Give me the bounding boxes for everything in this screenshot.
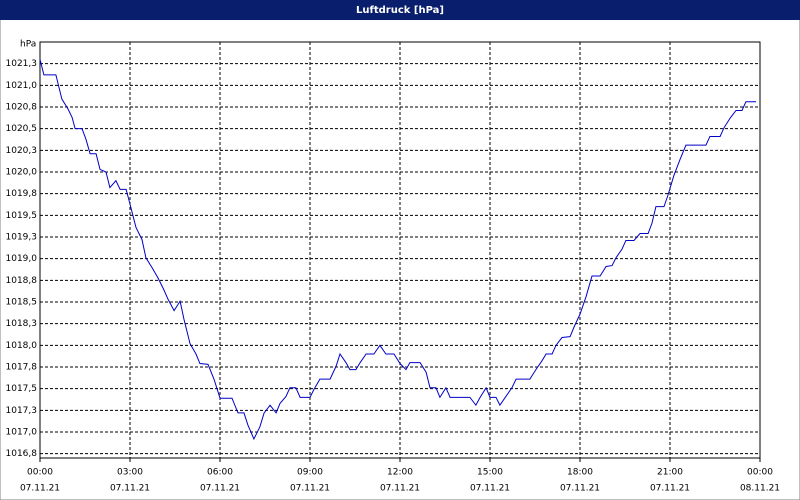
x-tick-date: 07.11.21 — [650, 484, 690, 494]
y-tick-label: 1018,5 — [6, 298, 38, 308]
y-tick-label: 1016,8 — [6, 449, 38, 459]
y-tick-label: 1017,3 — [6, 406, 38, 416]
x-tick-date: 07.11.21 — [380, 484, 420, 494]
x-tick-label: 00:00 — [27, 468, 53, 478]
chart-title: Luftdruck [hPa] — [356, 5, 444, 16]
y-tick-label: 1020,5 — [6, 124, 38, 134]
x-tick-date: 07.11.21 — [290, 484, 330, 494]
x-tick-date: 07.11.21 — [470, 484, 510, 494]
y-tick-label: 1019,8 — [6, 189, 38, 199]
y-tick-label: 1018,0 — [6, 341, 38, 351]
y-tick-label: 1020,8 — [6, 103, 38, 113]
x-tick-label: 21:00 — [657, 468, 683, 478]
title-bar — [0, 0, 800, 20]
y-tick-label: 1021,0 — [6, 81, 38, 91]
x-tick-label: 00:00 — [747, 468, 773, 478]
y-tick-label: 1017,5 — [6, 384, 38, 394]
x-tick-label: 18:00 — [567, 468, 593, 478]
y-tick-label: 1019,0 — [6, 254, 38, 264]
x-tick-label: 03:00 — [117, 468, 143, 478]
x-tick-date: 07.11.21 — [110, 484, 150, 494]
y-tick-label: 1018,8 — [6, 276, 38, 286]
x-tick-date: 08.11.21 — [740, 484, 780, 494]
x-tick-label: 15:00 — [477, 468, 503, 478]
x-tick-date: 07.11.21 — [560, 484, 600, 494]
data-line — [39, 59, 757, 441]
x-tick-label: 09:00 — [297, 468, 323, 478]
y-tick-label: 1019,3 — [6, 233, 38, 243]
x-tick-date: 07.11.21 — [200, 484, 240, 494]
y-axis-label: hPa — [20, 40, 36, 50]
y-tick-label: 1017,8 — [6, 363, 38, 373]
y-tick-label: 1019,5 — [6, 211, 38, 221]
y-tick-label: 1020,0 — [6, 168, 38, 178]
y-tick-label: 1018,3 — [6, 319, 38, 329]
x-tick-label: 06:00 — [207, 468, 233, 478]
y-tick-label: 1017,0 — [6, 428, 38, 438]
y-tick-label: 1021,3 — [6, 59, 38, 69]
x-tick-label: 12:00 — [387, 468, 413, 478]
y-tick-label: 1020,3 — [6, 146, 38, 156]
x-tick-date: 07.11.21 — [20, 484, 60, 494]
